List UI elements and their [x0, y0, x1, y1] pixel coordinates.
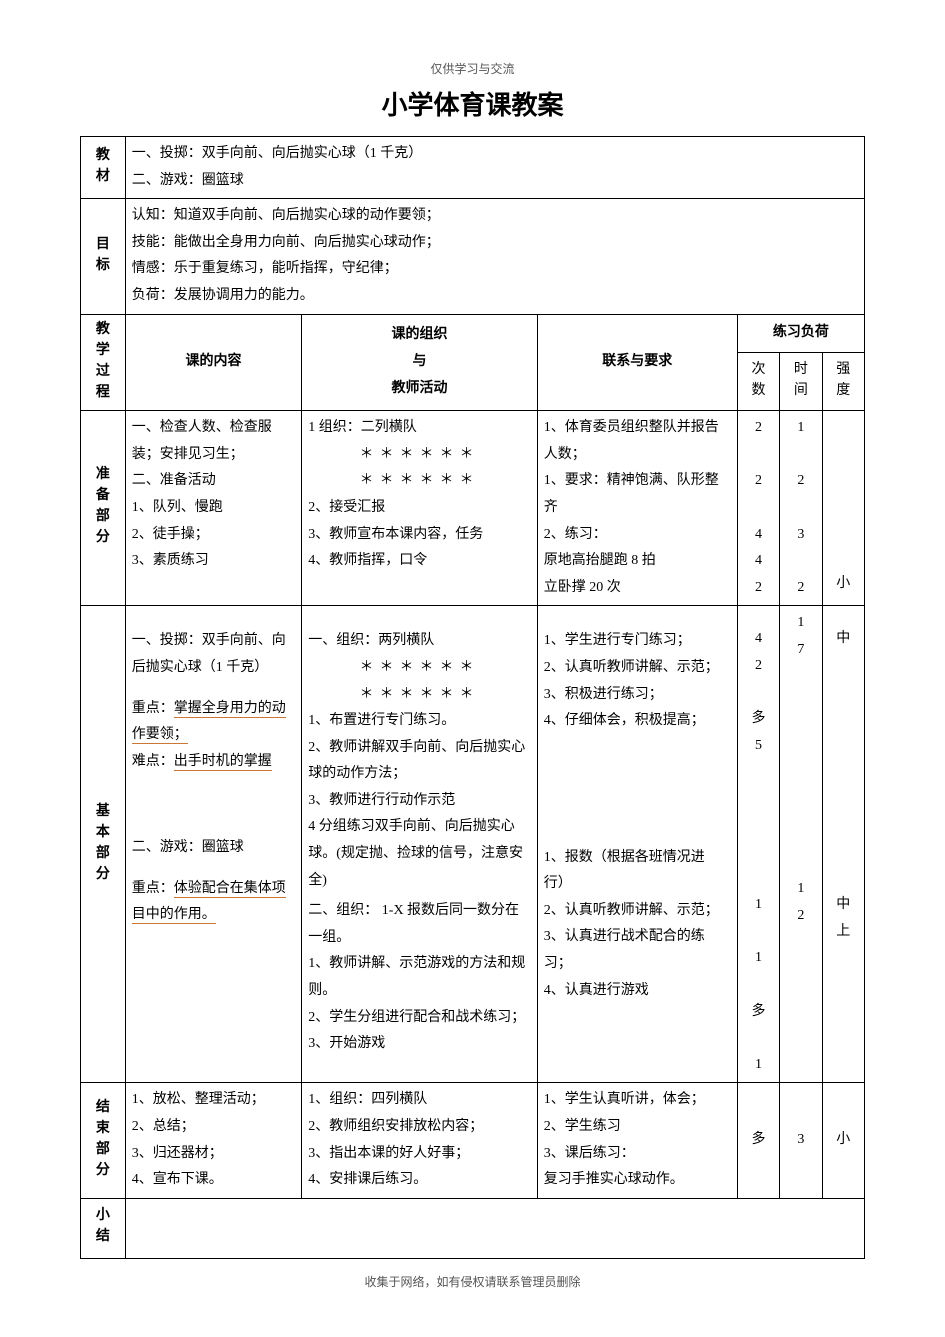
cell-mubiao-content: 认知：知道双手向前、向后抛实心球的动作要领； 技能：能做出全身用力向前、向后抛实… [125, 199, 864, 314]
end-times: 3 [780, 1083, 822, 1198]
formation-stars: ＊＊＊＊＊＊ [308, 682, 530, 709]
table-row-main: 基本部分 一、投掷：双手向前、向后抛实心球（1 千克） 重点：掌握全身用力的动作… [81, 606, 865, 1083]
col-time: 时间 [780, 352, 822, 410]
main-req-b: 1、报数（根据各班情况进行） 2、认真听教师讲解、示范； 3、认真进行战术配合的… [544, 845, 731, 1005]
col-intensity: 强度 [822, 352, 864, 410]
main-org: 一、组织：两列横队 ＊＊＊＊＊＊ ＊＊＊＊＊＊ 1、布置进行专门练习。 2、教师… [302, 606, 537, 1083]
formation-stars: ＊＊＊＊＊＊ [308, 468, 530, 495]
end-req: 1、学生认真听讲，体会； 2、学生练习 3、课后练习： 复习手推实心球动作。 [537, 1083, 737, 1198]
prep-counts: 2 2 4 4 2 [737, 411, 779, 606]
end-intensity: 小 [822, 1083, 864, 1198]
row-label-mubiao: 目标 [81, 199, 126, 314]
main-org-b: 二、组织： 1-X 报数后同一数分在一组。 1、教师讲解、示范游戏的方法和规则。… [308, 898, 530, 1058]
summary-content [125, 1198, 864, 1258]
page-title: 小学体育课教案 [80, 85, 865, 122]
prep-org-rest: 2、接受汇报 3、教师宣布本课内容，任务 4、教师指挥，口令 [308, 495, 530, 575]
row-label-main: 基本部分 [81, 606, 126, 1083]
prep-intensity: 小 [822, 411, 864, 606]
end-content: 1、放松、整理活动； 2、总结； 3、归还器材； 4、宣布下课。 [125, 1083, 302, 1198]
main-org-a-line1: 一、组织：两列横队 [308, 628, 530, 655]
prep-org-line1: 1 组织：二列横队 [308, 415, 530, 442]
main-diff-a: 难点：出手时机的掌握 [132, 749, 296, 776]
row-label-prep: 准备部分 [81, 411, 126, 606]
table-row: 目标 认知：知道双手向前、向后抛实心球的动作要领； 技能：能做出全身用力向前、向… [81, 199, 865, 314]
main-req: 1、学生进行专门练习； 2、认真听教师讲解、示范； 3、积极进行练习； 4、仔细… [537, 606, 737, 1083]
main-key-a: 重点：掌握全身用力的动作要领； [132, 696, 296, 749]
prep-req: 1、体育委员组织整队并报告人数； 1、要求：精神饱满、队形整齐 2、练习： 原地… [537, 411, 737, 606]
table-row: 教材 一、投掷：双手向前、向后抛实心球（1 千克） 二、游戏：圈篮球 [81, 137, 865, 199]
main-counts: 4 2 多 5 1 1 多 1 [737, 606, 779, 1083]
lesson-plan-table: 教材 一、投掷：双手向前、向后抛实心球（1 千克） 二、游戏：圈篮球 目标 认知… [80, 136, 865, 1259]
cell-jiaocai-content: 一、投掷：双手向前、向后抛实心球（1 千克） 二、游戏：圈篮球 [125, 137, 864, 199]
prep-times: 1 2 3 2 [780, 411, 822, 606]
col-org: 课的组织 与 教师活动 [302, 314, 537, 411]
main-intensity: 中 中 上 [822, 606, 864, 1083]
main-req-a: 1、学生进行专门练习； 2、认真听教师讲解、示范； 3、积极进行练习； 4、仔细… [544, 628, 731, 734]
col-content: 课的内容 [125, 314, 302, 411]
formation-stars: ＊＊＊＊＊＊ [308, 655, 530, 682]
prep-org: 1 组织：二列横队 ＊＊＊＊＊＊ ＊＊＊＊＊＊ 2、接受汇报 3、教师宣布本课内… [302, 411, 537, 606]
main-org-a-rest: 1、布置进行专门练习。 2、教师讲解双手向前、向后抛实心球的动作方法； 3、教师… [308, 708, 530, 894]
row-label-summary: 小结 [81, 1198, 126, 1258]
formation-stars: ＊＊＊＊＊＊ [308, 442, 530, 469]
end-counts: 多 [737, 1083, 779, 1198]
table-row-summary: 小结 [81, 1198, 865, 1258]
footer-note: 收集于网络，如有侵权请联系管理员删除 [80, 1273, 865, 1290]
main-content-b: 二、游戏：圈篮球 [132, 835, 296, 862]
main-key-b: 重点：体验配合在集体项目中的作用。 [132, 876, 296, 929]
col-label-process: 教学过程 [81, 314, 126, 411]
prep-content: 一、检查人数、检查服装；安排见习生； 二、准备活动 1、队列、慢跑 2、徒手操；… [125, 411, 302, 606]
table-row-end: 结束部分 1、放松、整理活动； 2、总结； 3、归还器材； 4、宣布下课。 1、… [81, 1083, 865, 1198]
end-org: 1、组织：四列横队 2、教师组织安排放松内容； 3、指出本课的好人好事； 4、安… [302, 1083, 537, 1198]
row-label-end: 结束部分 [81, 1083, 126, 1198]
col-count: 次数 [737, 352, 779, 410]
header-note: 仅供学习与交流 [80, 60, 865, 77]
main-content-a: 一、投掷：双手向前、向后抛实心球（1 千克） [132, 628, 296, 681]
table-header-row: 教学过程 课的内容 课的组织 与 教师活动 联系与要求 练习负荷 [81, 314, 865, 352]
main-times: 1 7 1 2 [780, 606, 822, 1083]
col-req: 联系与要求 [537, 314, 737, 411]
col-load: 练习负荷 [737, 314, 864, 352]
table-row-prep: 准备部分 一、检查人数、检查服装；安排见习生； 二、准备活动 1、队列、慢跑 2… [81, 411, 865, 606]
main-content: 一、投掷：双手向前、向后抛实心球（1 千克） 重点：掌握全身用力的动作要领； 难… [125, 606, 302, 1083]
row-label-jiaocai: 教材 [81, 137, 126, 199]
